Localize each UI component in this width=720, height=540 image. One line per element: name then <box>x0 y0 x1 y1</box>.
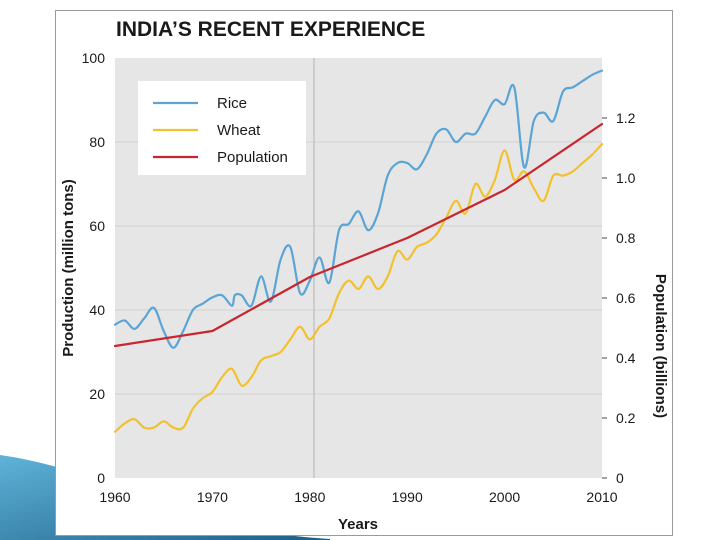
x-tick-label: 1960 <box>99 489 130 505</box>
y-tick-label: 40 <box>89 302 105 318</box>
x-tick-label: 1970 <box>197 489 228 505</box>
y2-tick-label: 0.8 <box>616 230 636 246</box>
y2-tick-label: 0.2 <box>616 410 636 426</box>
chart-title: INDIA’S RECENT EXPERIENCE <box>116 18 425 41</box>
y2-tick-label: 0 <box>616 470 624 486</box>
chart: INDIA’S RECENT EXPERIENCE 1960 1970 1980 19… <box>60 18 669 533</box>
legend-label-rice: Rice <box>217 95 247 112</box>
y2-tick-label: 1.0 <box>616 170 636 186</box>
legend-label-population: Population <box>217 149 288 166</box>
y-tick-label: 80 <box>89 134 105 150</box>
legend-box <box>138 81 306 175</box>
y2-tick-label: 0.6 <box>616 290 636 306</box>
y-tick-label: 60 <box>89 218 105 234</box>
y-tick-label: 20 <box>89 386 105 402</box>
y2-axis-label: Population (billions) <box>652 274 669 418</box>
x-tick-label: 1990 <box>392 489 423 505</box>
y-tick-label: 0 <box>97 470 105 486</box>
y-tick-label: 100 <box>82 50 106 66</box>
x-axis-label: Years <box>338 516 378 533</box>
x-tick-label: 2010 <box>586 489 617 505</box>
y2-tick-label: 0.4 <box>616 350 636 366</box>
series-line-wheat <box>113 143 604 433</box>
series-line-population <box>113 122 604 348</box>
y-axis-label: Production (million tons) <box>60 179 77 356</box>
x-tick-label: 1980 <box>294 489 325 505</box>
chart-frame: INDIA’S RECENT EXPERIENCE 1960 1970 1980 19… <box>55 10 673 536</box>
series-line-rice <box>113 69 604 349</box>
legend-label-wheat: Wheat <box>217 122 261 139</box>
y2-tick-label: 1.2 <box>616 110 636 126</box>
x-tick-label: 2000 <box>489 489 520 505</box>
legend: Rice Wheat Population <box>138 81 306 175</box>
